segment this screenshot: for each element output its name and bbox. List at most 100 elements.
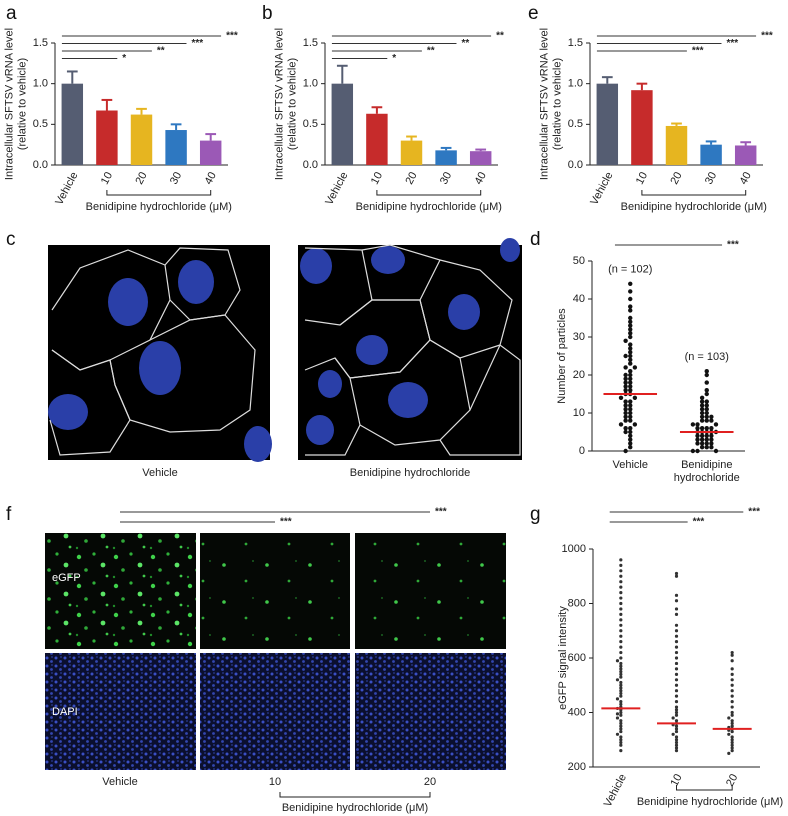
data-point <box>619 713 623 717</box>
x-tick-label: 40 <box>203 170 219 186</box>
data-point <box>623 426 628 431</box>
data-point <box>628 327 633 332</box>
data-point <box>628 437 633 442</box>
y-tick-label: 1.0 <box>568 78 583 90</box>
data-point <box>709 441 714 446</box>
data-point <box>632 395 638 400</box>
data-point <box>730 738 734 742</box>
data-point <box>619 634 623 638</box>
data-point <box>628 361 633 366</box>
data-point <box>730 683 734 687</box>
category-label: Vehicle <box>613 459 648 471</box>
data-point <box>674 700 679 704</box>
data-point <box>704 369 709 374</box>
data-point <box>730 705 734 709</box>
data-point <box>730 735 734 739</box>
data-point <box>623 338 628 343</box>
group-label: Benidipine hydrochloride (μM) <box>621 201 767 213</box>
group-bracket <box>376 190 482 196</box>
data-point <box>709 437 714 442</box>
data-point <box>619 645 623 649</box>
significance-label: * <box>392 53 396 64</box>
data-point <box>632 365 638 370</box>
y-axis-label: Intracellular SFTSV vRNA level <box>538 28 550 180</box>
data-point <box>619 623 623 627</box>
data-point <box>704 441 709 446</box>
data-point <box>628 331 633 336</box>
data-point <box>628 403 633 408</box>
y-tick-label: 0.5 <box>33 118 48 130</box>
row-label: eGFP <box>52 572 81 584</box>
data-point <box>623 448 628 454</box>
data-point <box>619 749 623 753</box>
data-point <box>619 640 623 644</box>
data-point <box>730 694 734 698</box>
bar <box>400 140 423 165</box>
data-point <box>730 700 734 704</box>
data-point <box>695 426 700 431</box>
data-point <box>690 448 696 454</box>
data-point <box>619 580 623 584</box>
data-point <box>704 380 709 385</box>
y-tick-label: 40 <box>573 293 585 305</box>
data-point <box>628 380 633 385</box>
data-point <box>704 399 709 404</box>
data-point <box>628 334 633 340</box>
x-tick-label: 40 <box>473 170 489 186</box>
data-point <box>619 710 623 715</box>
data-point <box>709 418 714 423</box>
significance-label: *** <box>727 240 739 251</box>
y-tick-label: 800 <box>568 597 586 609</box>
data-point <box>623 418 628 423</box>
y-tick-label: 400 <box>568 706 586 718</box>
bar <box>435 150 457 165</box>
data-point <box>699 395 705 400</box>
data-point <box>628 319 633 324</box>
data-point <box>699 437 705 442</box>
data-point <box>619 740 623 745</box>
data-point <box>628 418 633 423</box>
data-point <box>628 296 633 302</box>
data-point <box>623 414 628 419</box>
data-point <box>623 376 628 381</box>
data-point <box>727 732 731 736</box>
data-point <box>615 712 620 716</box>
data-point <box>623 384 628 389</box>
data-point <box>628 376 633 381</box>
data-point <box>727 751 731 755</box>
bar <box>199 140 222 165</box>
bar <box>665 125 688 165</box>
data-point <box>674 689 679 693</box>
panel-letter: c <box>6 229 16 250</box>
data-point <box>730 749 734 753</box>
data-point <box>704 388 709 393</box>
data-point <box>730 721 734 726</box>
group-bracket <box>676 785 733 791</box>
x-tick-label: 10 <box>634 170 650 186</box>
y-tick-label: 0.0 <box>303 159 318 171</box>
n-label: (n = 103) <box>685 351 729 363</box>
y-tick-label: 30 <box>573 331 585 343</box>
data-point <box>699 433 705 438</box>
significance-label: * <box>122 53 126 64</box>
data-point <box>674 645 679 649</box>
data-point <box>674 678 679 682</box>
data-point <box>619 664 623 668</box>
data-point <box>699 407 705 412</box>
x-tick-label: 30 <box>703 170 719 186</box>
data-point <box>628 433 633 438</box>
data-point <box>709 433 714 438</box>
x-tick-label: Vehicle <box>588 170 615 207</box>
n-label: (n = 102) <box>608 264 652 276</box>
data-point <box>619 667 623 671</box>
data-point <box>695 437 700 442</box>
panel-letter: f <box>6 504 12 525</box>
y-tick-label: 0 <box>579 445 585 457</box>
bar <box>700 144 722 165</box>
data-point <box>695 448 700 454</box>
data-point <box>619 700 623 704</box>
data-point <box>628 323 633 328</box>
group-bracket <box>106 190 212 196</box>
data-point <box>619 675 623 679</box>
significance-label: *** <box>191 38 203 49</box>
